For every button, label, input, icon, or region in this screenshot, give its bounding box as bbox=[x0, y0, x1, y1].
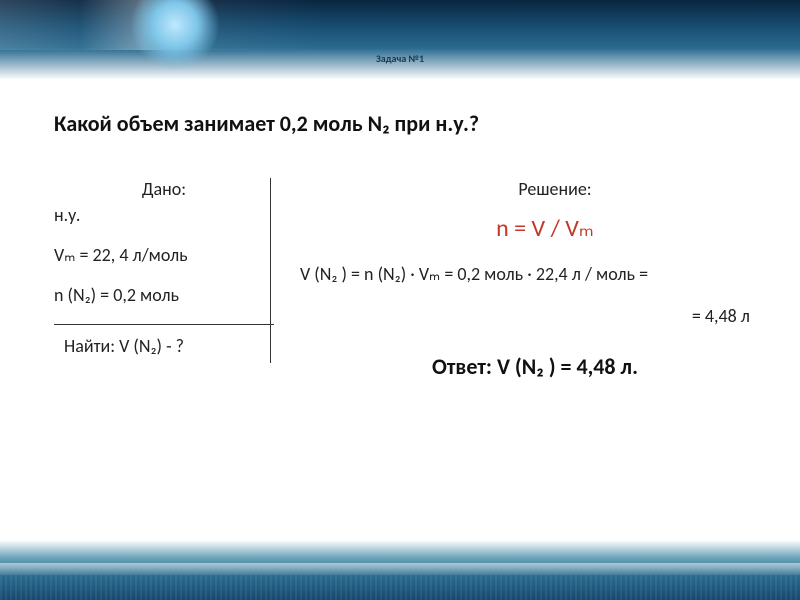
find-line: Найти: V (N₂) - ? bbox=[64, 335, 274, 357]
calc-result: = 4,48 л bbox=[300, 305, 770, 327]
given-line-2: Vₘ = 22, 4 л/моль bbox=[54, 244, 274, 266]
given-line-1: н.у. bbox=[54, 204, 274, 226]
footer-texture bbox=[0, 575, 800, 600]
given-heading: Дано: bbox=[54, 178, 274, 200]
given-block: Дано: н.у. Vₘ = 22, 4 л/моль n (N₂) = 0,… bbox=[54, 178, 274, 375]
given-line-3: n (N₂) = 0,2 моль bbox=[54, 284, 274, 306]
formula-text: n = V / Vₘ bbox=[320, 214, 770, 243]
calc-line: V (N₂ ) = n (N₂) · Vₘ = 0,2 моль · 22,4 … bbox=[300, 263, 770, 285]
solution-heading: Решение: bbox=[340, 178, 770, 200]
slide-title: Задача №1 bbox=[0, 52, 800, 65]
answer-text: Ответ: V (N₂ ) = 4,48 л. bbox=[300, 353, 770, 380]
footer-stripe bbox=[0, 563, 800, 575]
given-divider bbox=[54, 324, 274, 325]
vertical-divider bbox=[270, 178, 271, 363]
question-text: Какой объем занимает 0,2 моль N₂ при н.у… bbox=[54, 110, 479, 137]
solution-block: Решение: n = V / Vₘ V (N₂ ) = n (N₂) · V… bbox=[300, 178, 770, 380]
header-overlay bbox=[0, 0, 800, 50]
